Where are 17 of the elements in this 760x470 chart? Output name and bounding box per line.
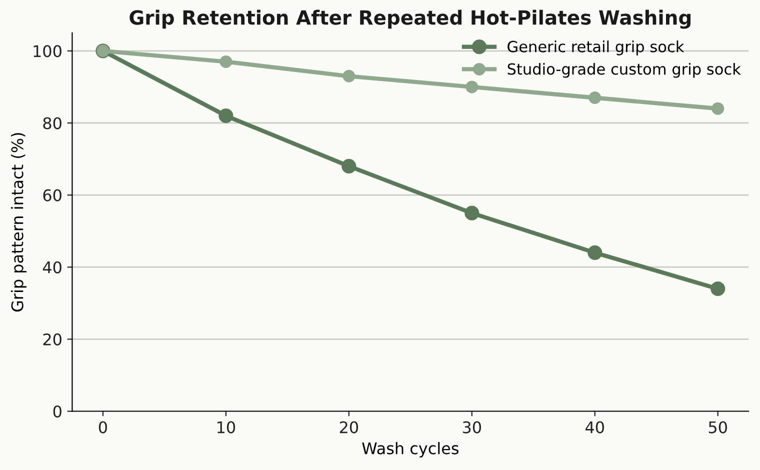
y-tick-label: 40 — [42, 261, 62, 274]
y-axis-title: Grip pattern intact (%) — [10, 133, 26, 312]
x-tick-label: 30 — [462, 421, 481, 434]
x-tick-label: 20 — [340, 421, 358, 434]
legend-label: Studio-grade custom grip sock — [508, 62, 741, 78]
x-tick-label: 10 — [218, 421, 236, 434]
x-tick-label: 0 — [98, 421, 107, 434]
y-tick-label: 0 — [53, 405, 62, 418]
x-tick-label: 40 — [585, 421, 604, 434]
legend-label: Generic retail grip sock — [508, 40, 684, 56]
y-tick-label: 100 — [34, 45, 62, 58]
x-axis-title: Wash cycles — [362, 442, 458, 458]
chart-title: Grip Retention After Repeated Hot-Pilates Washing — [130, 10, 690, 29]
y-tick-label: 60 — [43, 189, 62, 202]
y-tick-label: 80 — [43, 117, 62, 130]
y-tick-label: 20 — [43, 333, 62, 346]
x-tick-label: 50 — [708, 421, 727, 434]
